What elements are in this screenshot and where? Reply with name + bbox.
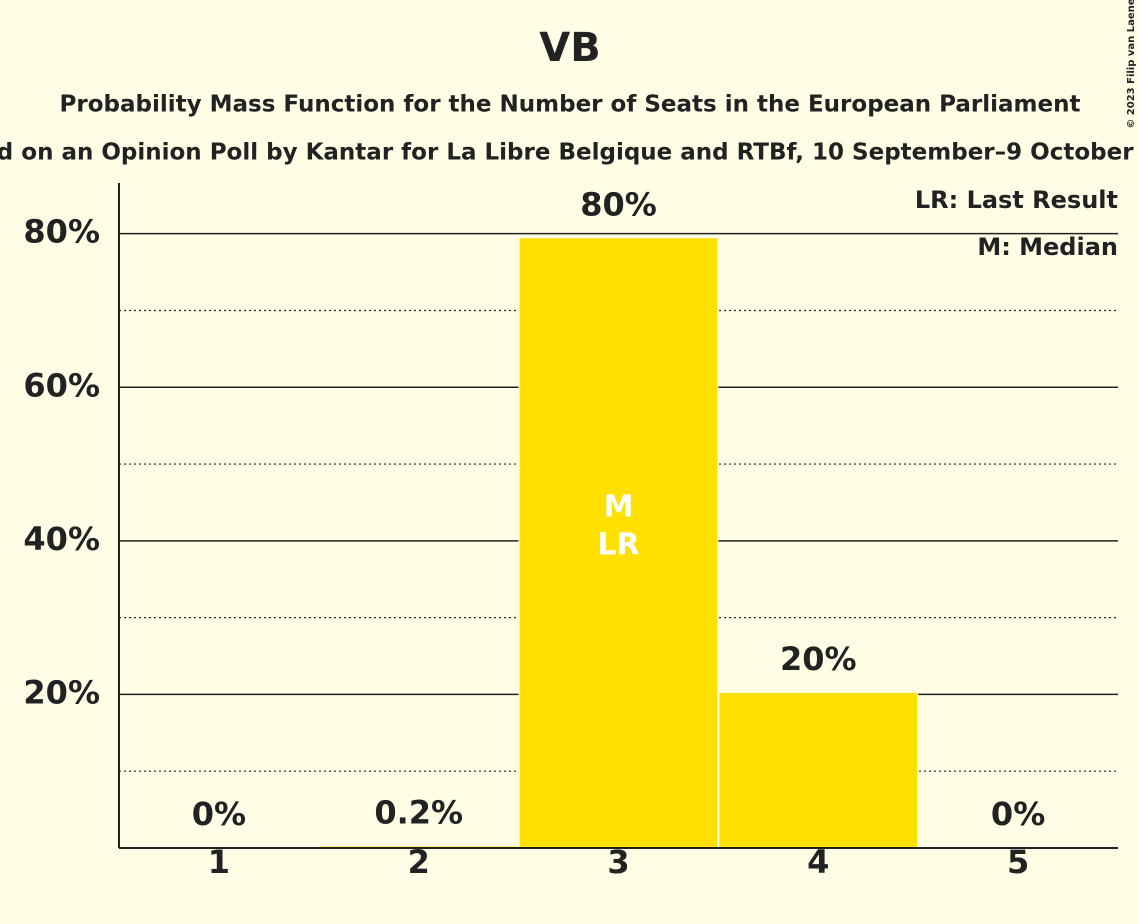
- bar-gap: [918, 845, 1118, 848]
- chart-caption: Based on an Opinion Poll by Kantar for L…: [0, 140, 1139, 166]
- x-tick-label: 2: [408, 843, 430, 881]
- bar: [719, 692, 918, 848]
- legend-entry: LR: Last Result: [915, 186, 1118, 214]
- bar: [519, 238, 718, 848]
- value-label: 0%: [192, 795, 246, 833]
- value-label: 80%: [580, 185, 657, 223]
- x-tick-label: 3: [607, 843, 629, 881]
- chart-title: VB: [539, 25, 600, 71]
- y-tick-label: 40%: [23, 520, 100, 558]
- x-tick-label: 1: [208, 843, 230, 881]
- bar-annotation: LR: [597, 528, 639, 563]
- value-label: 20%: [780, 640, 857, 678]
- legend-entry: M: Median: [977, 233, 1118, 261]
- x-tick-label: 5: [1007, 843, 1029, 881]
- chart-subtitle: Probability Mass Function for the Number…: [60, 92, 1081, 118]
- value-label: 0.2%: [374, 793, 463, 831]
- y-tick-label: 80%: [23, 213, 100, 251]
- y-tick-label: 60%: [23, 366, 100, 404]
- y-tick-label: 20%: [23, 673, 100, 711]
- bar-gap: [318, 843, 519, 848]
- copyright: © 2023 Filip van Laenen: [1126, 0, 1137, 129]
- bar-gap: [119, 845, 319, 848]
- bar-annotation: M: [604, 490, 634, 525]
- x-tick-label: 4: [807, 843, 829, 881]
- value-label: 0%: [991, 795, 1045, 833]
